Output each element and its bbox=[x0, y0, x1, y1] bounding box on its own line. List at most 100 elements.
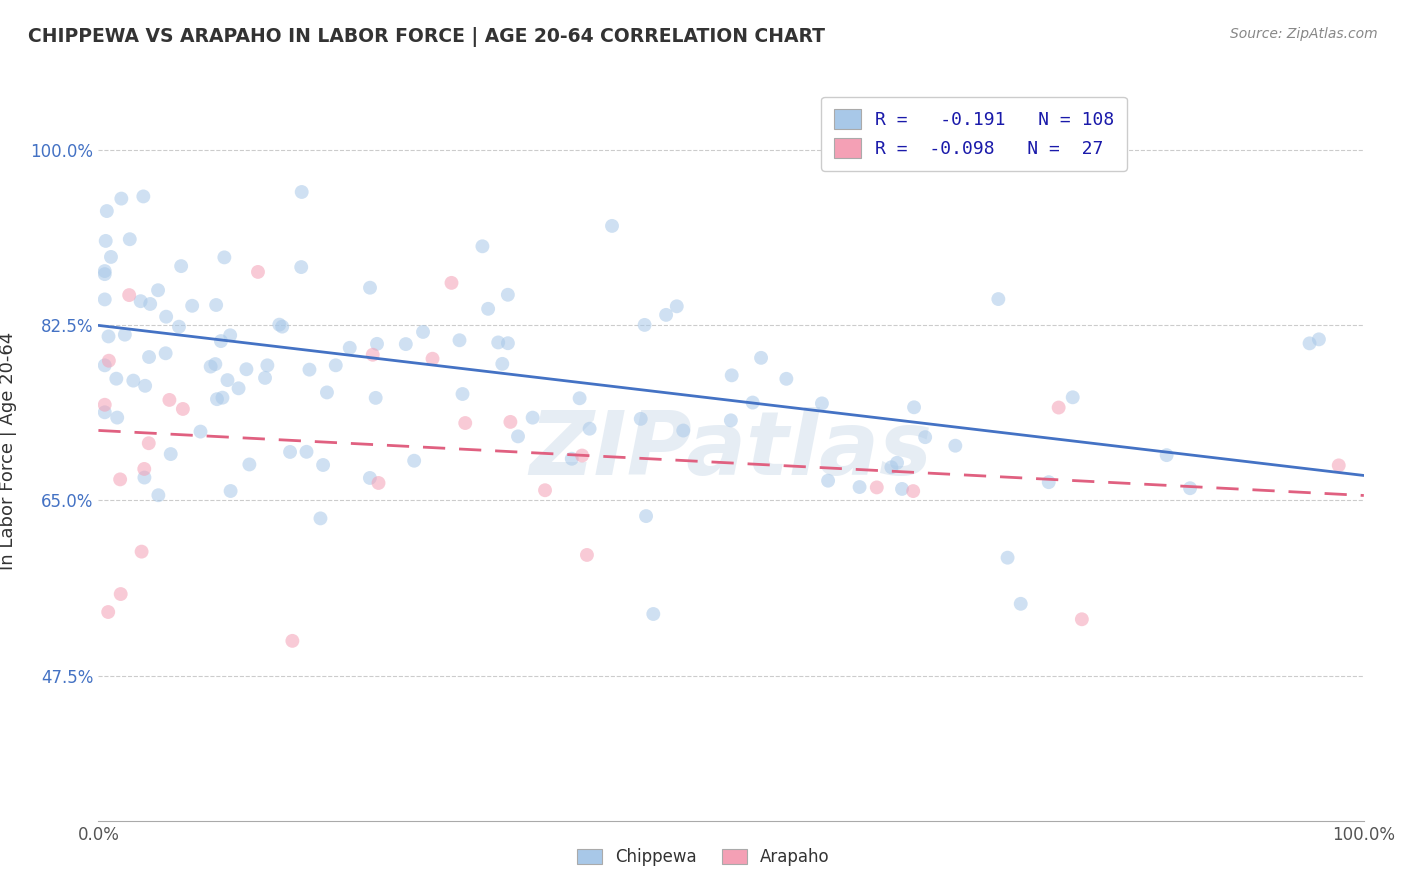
Point bbox=[1038, 475, 1060, 490]
Point bbox=[228, 381, 250, 395]
Point bbox=[312, 458, 335, 472]
Point bbox=[93, 293, 117, 307]
Point bbox=[749, 351, 772, 365]
Point bbox=[496, 336, 519, 351]
Point bbox=[295, 445, 318, 459]
Point bbox=[367, 475, 389, 490]
Point bbox=[600, 219, 623, 233]
Point bbox=[108, 472, 131, 486]
Point bbox=[811, 396, 834, 410]
Point bbox=[522, 410, 544, 425]
Point bbox=[96, 204, 118, 219]
Text: ZIPatlas: ZIPatlas bbox=[530, 407, 932, 494]
Point bbox=[290, 260, 312, 274]
Point bbox=[219, 328, 242, 343]
Point bbox=[561, 451, 583, 466]
Point bbox=[1156, 448, 1178, 462]
Legend: R =   -0.191   N = 108, R =  -0.098   N =  27: R = -0.191 N = 108, R = -0.098 N = 27 bbox=[821, 96, 1128, 170]
Point bbox=[720, 413, 742, 427]
Point bbox=[359, 281, 381, 295]
Point bbox=[211, 391, 233, 405]
Point bbox=[205, 298, 228, 312]
Point bbox=[901, 484, 924, 499]
Point bbox=[404, 454, 426, 468]
Point bbox=[204, 357, 226, 371]
Point bbox=[454, 416, 477, 430]
Point bbox=[131, 544, 153, 558]
Point bbox=[278, 445, 301, 459]
Point bbox=[568, 391, 591, 405]
Point bbox=[238, 458, 260, 472]
Point bbox=[110, 587, 132, 601]
Point bbox=[316, 385, 339, 400]
Point bbox=[105, 372, 128, 386]
Point bbox=[866, 480, 889, 494]
Point bbox=[499, 415, 522, 429]
Point bbox=[110, 192, 132, 206]
Point bbox=[578, 422, 600, 436]
Point bbox=[366, 336, 388, 351]
Point bbox=[93, 267, 117, 281]
Point bbox=[471, 239, 494, 253]
Point bbox=[138, 436, 160, 450]
Point bbox=[630, 412, 652, 426]
Point bbox=[422, 351, 444, 366]
Point bbox=[364, 391, 387, 405]
Point bbox=[167, 319, 190, 334]
Point bbox=[359, 471, 381, 485]
Point bbox=[209, 334, 232, 348]
Point bbox=[817, 474, 839, 488]
Point bbox=[97, 329, 120, 343]
Point bbox=[309, 511, 332, 525]
Point bbox=[987, 292, 1010, 306]
Point bbox=[271, 319, 294, 334]
Text: CHIPPEWA VS ARAPAHO IN LABOR FORCE | AGE 20-64 CORRELATION CHART: CHIPPEWA VS ARAPAHO IN LABOR FORCE | AGE… bbox=[28, 27, 825, 46]
Point bbox=[1010, 597, 1032, 611]
Point bbox=[575, 548, 598, 562]
Point bbox=[665, 299, 688, 313]
Point bbox=[339, 341, 361, 355]
Point bbox=[134, 470, 156, 484]
Point bbox=[496, 287, 519, 301]
Point bbox=[633, 318, 655, 332]
Point bbox=[451, 387, 474, 401]
Point bbox=[219, 483, 242, 498]
Point bbox=[903, 401, 925, 415]
Point bbox=[132, 189, 155, 203]
Point bbox=[200, 359, 222, 374]
Point bbox=[1298, 336, 1320, 351]
Point bbox=[298, 362, 321, 376]
Point bbox=[118, 288, 141, 302]
Point bbox=[741, 395, 763, 409]
Point bbox=[1178, 481, 1201, 495]
Point bbox=[943, 439, 966, 453]
Point bbox=[281, 633, 304, 648]
Point bbox=[361, 348, 384, 362]
Point bbox=[449, 333, 471, 347]
Point bbox=[1327, 458, 1350, 473]
Point bbox=[100, 250, 122, 264]
Point bbox=[138, 350, 160, 364]
Point bbox=[155, 346, 177, 360]
Point bbox=[1308, 332, 1330, 346]
Point bbox=[94, 234, 117, 248]
Point bbox=[93, 359, 117, 373]
Point bbox=[655, 308, 678, 322]
Point bbox=[1047, 401, 1070, 415]
Point bbox=[97, 605, 120, 619]
Point bbox=[105, 410, 128, 425]
Point bbox=[1062, 390, 1084, 404]
Point bbox=[93, 405, 117, 419]
Point bbox=[914, 430, 936, 444]
Point bbox=[486, 335, 509, 350]
Text: Source: ZipAtlas.com: Source: ZipAtlas.com bbox=[1230, 27, 1378, 41]
Point bbox=[491, 357, 513, 371]
Point bbox=[155, 310, 177, 324]
Point bbox=[269, 318, 291, 332]
Point bbox=[412, 325, 434, 339]
Point bbox=[325, 359, 347, 373]
Point bbox=[477, 301, 499, 316]
Point bbox=[172, 401, 194, 416]
Point bbox=[636, 509, 658, 524]
Point bbox=[217, 373, 239, 387]
